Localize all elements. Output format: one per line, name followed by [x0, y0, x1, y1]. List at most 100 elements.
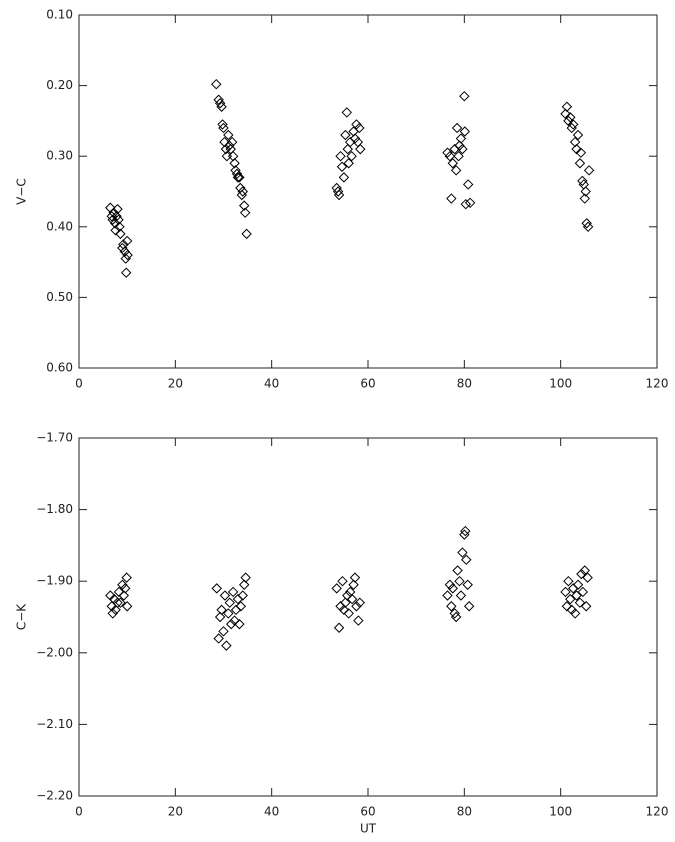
- data-point: [113, 586, 125, 598]
- x-tick-label: 20: [168, 377, 183, 391]
- data-point: [229, 158, 240, 169]
- data-point: [214, 611, 226, 623]
- data-point: [579, 565, 590, 576]
- data-point: [223, 608, 234, 619]
- data-point: [110, 604, 121, 616]
- data-point: [572, 579, 584, 590]
- y-tick-label: 0.30: [46, 149, 73, 163]
- data-point: [111, 211, 122, 222]
- data-point: [451, 122, 463, 134]
- data-point: [338, 604, 350, 616]
- data-point: [560, 108, 571, 120]
- data-point: [446, 193, 457, 204]
- data-point: [457, 547, 468, 558]
- data-point: [575, 147, 587, 158]
- x-tick-label: 20: [168, 805, 183, 819]
- data-point: [455, 133, 467, 144]
- y-tick-label: −1.80: [36, 502, 73, 516]
- data-point: [239, 200, 250, 211]
- data-point: [460, 199, 471, 210]
- data-point: [463, 601, 475, 612]
- data-point: [450, 165, 462, 176]
- data-point: [346, 150, 357, 162]
- x-tick-label: 40: [264, 805, 279, 819]
- data-point: [337, 575, 348, 587]
- x-tick-label: 40: [264, 377, 279, 391]
- data-point: [120, 583, 131, 594]
- data-point: [241, 228, 252, 240]
- data-point: [460, 525, 471, 537]
- data-point: [220, 143, 232, 155]
- data-point: [455, 590, 467, 601]
- y-axis-label: V−C: [15, 178, 29, 205]
- data-point: [120, 253, 131, 264]
- data-point: [112, 597, 123, 608]
- data-point: [561, 601, 573, 612]
- data-point: [582, 572, 593, 583]
- data-point: [340, 597, 351, 608]
- data-point: [452, 565, 463, 576]
- data-point: [561, 101, 573, 112]
- data-point: [234, 618, 245, 630]
- y-tick-label: −1.90: [36, 574, 73, 588]
- data-point: [110, 225, 121, 236]
- data-point: [461, 554, 472, 565]
- data-point: [348, 579, 359, 590]
- data-point: [565, 112, 576, 123]
- y-tick-label: −2.20: [36, 789, 73, 803]
- x-tick-label: 0: [75, 377, 83, 391]
- y-tick-label: −1.70: [36, 431, 73, 445]
- data-point: [237, 590, 248, 601]
- data-point: [235, 601, 247, 612]
- data-point: [349, 572, 361, 583]
- data-point: [121, 235, 133, 247]
- data-point: [563, 575, 574, 587]
- y-tick-label: −2.00: [36, 645, 73, 659]
- data-point: [444, 150, 456, 162]
- data-point: [565, 593, 576, 605]
- data-point: [579, 193, 590, 204]
- x-tick-label: 80: [457, 377, 472, 391]
- x-axis-label: UT: [360, 822, 377, 836]
- x-tick-label: 100: [549, 805, 572, 819]
- data-point: [224, 597, 235, 608]
- data-point: [118, 590, 130, 601]
- data-point: [574, 158, 586, 169]
- data-point: [336, 161, 348, 172]
- data-point: [224, 140, 235, 151]
- data-point: [449, 608, 460, 619]
- y-tick-label: −2.10: [36, 717, 73, 731]
- data-point: [572, 129, 584, 141]
- data-point: [231, 168, 243, 180]
- data-point: [239, 579, 250, 590]
- data-point: [355, 143, 366, 155]
- data-point: [217, 119, 228, 130]
- x-tick-label: 60: [360, 377, 375, 391]
- data-point: [447, 158, 458, 169]
- data-point: [353, 615, 364, 626]
- data-point: [582, 221, 594, 233]
- plot-frame: [78, 437, 658, 797]
- data-point: [216, 604, 227, 616]
- data-point: [331, 583, 342, 594]
- data-point: [121, 572, 132, 583]
- data-point: [223, 129, 234, 141]
- data-point: [121, 601, 133, 612]
- data-point: [442, 147, 453, 158]
- data-point: [340, 129, 351, 141]
- data-point: [464, 197, 476, 209]
- data-point: [567, 119, 579, 130]
- data-point: [574, 597, 586, 608]
- data-point: [563, 115, 574, 127]
- data-point: [221, 640, 232, 651]
- data-point: [219, 590, 231, 601]
- data-point: [454, 575, 465, 587]
- data-point: [332, 186, 344, 197]
- data-point: [462, 179, 474, 190]
- data-point: [343, 158, 354, 169]
- data-point: [459, 126, 471, 137]
- data-point: [107, 608, 118, 619]
- data-point: [115, 597, 126, 608]
- data-point: [577, 175, 588, 187]
- x-tick-label: 80: [457, 805, 472, 819]
